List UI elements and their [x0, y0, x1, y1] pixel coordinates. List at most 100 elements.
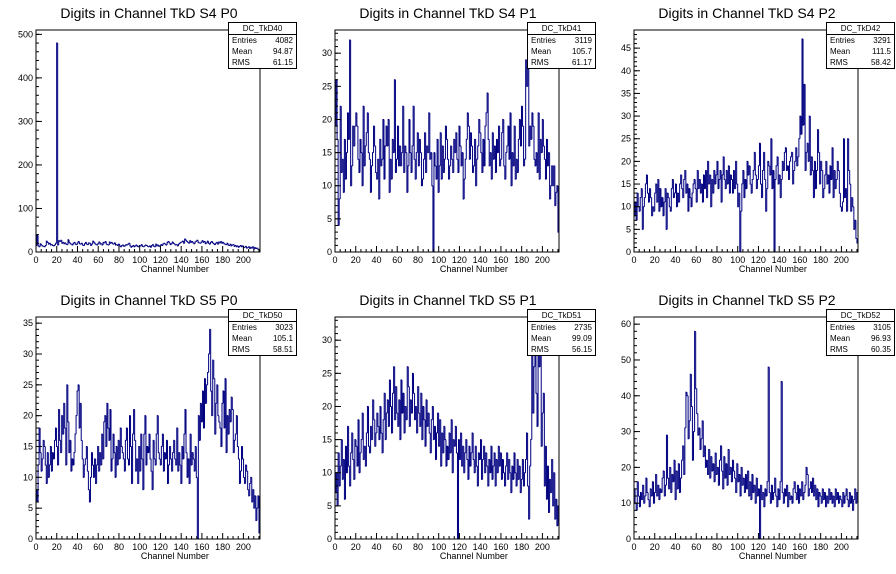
- histogram-bin: [174, 440, 176, 460]
- stats-value: 3291: [873, 36, 891, 45]
- histogram-bin: [195, 240, 198, 242]
- histogram-bin: [681, 174, 683, 190]
- histogram-bin: [654, 491, 656, 504]
- histogram-bin: [162, 243, 164, 246]
- histogram-bin: [231, 244, 234, 246]
- histogram-bin: [360, 139, 363, 154]
- histogram-bin: [179, 452, 181, 466]
- histogram-bin: [431, 405, 434, 420]
- x-tick-label: 100: [730, 255, 745, 265]
- histogram-bin: [225, 378, 228, 454]
- y-tick-label: 5: [626, 224, 631, 234]
- histogram-bin: [345, 152, 348, 180]
- histogram-bin: [463, 178, 466, 199]
- histogram-bin: [164, 243, 167, 245]
- histogram-bin: [350, 452, 352, 486]
- y-tick-label: 200: [18, 160, 33, 170]
- histogram-bin: [470, 132, 473, 147]
- stats-label: Entries: [830, 36, 855, 45]
- histogram-bin: [402, 392, 405, 414]
- histogram-bin: [661, 477, 664, 493]
- histogram-bin: [374, 126, 376, 147]
- stats-label: Mean: [531, 47, 552, 56]
- x-tick-label: 0: [631, 542, 636, 552]
- x-axis-label: Channel Number: [440, 264, 508, 274]
- histogram-bin: [76, 242, 79, 245]
- histogram-bin: [395, 158, 398, 173]
- histogram-bin: [382, 419, 385, 453]
- histogram-pad: Digits in Channel TkD S5 P1 0 20 40 60 80 100 1…: [299, 287, 597, 574]
- histogram-bin: [780, 179, 783, 198]
- histogram-bin: [819, 492, 822, 497]
- histogram-bin: [744, 474, 747, 493]
- x-tick-label: 180: [813, 255, 828, 265]
- histogram-bin: [644, 495, 646, 504]
- x-tick-label: 140: [772, 255, 787, 265]
- x-axis-label: Channel Number: [739, 264, 807, 274]
- histogram-bin: [688, 420, 691, 439]
- histogram-bin: [484, 125, 487, 166]
- stats-value: 61.15: [272, 58, 293, 67]
- histogram-bin: [254, 495, 256, 509]
- histogram-bin: [150, 458, 153, 472]
- histogram-bin: [680, 477, 682, 493]
- histogram-bin: [57, 43, 59, 246]
- stats-box: DC_TkD40 Entries 4082 Mean 94.87 RMS 61.15: [228, 22, 297, 69]
- x-tick-label: 140: [174, 255, 189, 265]
- chart-title: Digits in Channel TkD S5 P1: [359, 292, 537, 308]
- histogram-bin: [91, 243, 93, 246]
- histogram-bin: [231, 397, 234, 410]
- stats-value: 4082: [275, 36, 293, 45]
- histogram-bin: [636, 481, 639, 511]
- histogram-bin: [338, 198, 341, 226]
- stats-row-rms: RMS 61.17: [528, 57, 595, 68]
- histogram-bin: [422, 405, 424, 440]
- stats-value: 105.1: [272, 334, 293, 343]
- histogram-bin: [492, 465, 495, 480]
- histogram-bin: [503, 119, 505, 167]
- x-tick-label: 100: [431, 542, 446, 552]
- histogram-pad: Digits in Channel TkD S4 P0 0 20 40 60 80 100 1…: [0, 0, 298, 287]
- stats-value: 3105: [873, 323, 891, 332]
- histogram-bin: [375, 432, 377, 447]
- y-tick-label: 30: [621, 427, 631, 437]
- y-tick-label: 0: [626, 247, 631, 257]
- stats-value: 2735: [574, 323, 592, 332]
- histogram-bin: [162, 434, 165, 472]
- x-axis-label: Channel Number: [141, 264, 209, 274]
- histogram-bin: [87, 471, 90, 491]
- histogram-bin: [216, 384, 218, 404]
- histogram-bin: [505, 152, 507, 180]
- histogram-bin: [456, 132, 458, 160]
- histogram-bin: [395, 386, 397, 420]
- x-tick-label: 40: [670, 255, 680, 265]
- histogram-bin: [762, 169, 764, 198]
- histogram-bin: [39, 428, 42, 454]
- histogram-bin: [217, 384, 219, 417]
- stats-box: DC_TkD50 Entries 3023 Mean 105.1 RMS 58.51: [228, 309, 297, 356]
- histogram-bin: [136, 458, 138, 472]
- histogram-bin: [131, 245, 134, 248]
- histogram-bin: [409, 119, 412, 154]
- histogram-bin: [346, 446, 348, 474]
- histogram-bin: [94, 458, 96, 478]
- histogram-bin: [215, 242, 217, 245]
- histogram-bin: [420, 392, 422, 427]
- histogram-bin: [741, 183, 743, 212]
- histogram-bin: [74, 433, 77, 453]
- x-tick-label: 120: [452, 255, 467, 265]
- y-tick-label: 20: [23, 411, 33, 421]
- histogram-bin: [642, 206, 645, 230]
- histogram-bin: [443, 158, 446, 173]
- histogram-bin: [218, 415, 220, 423]
- x-tick-label: 140: [174, 542, 189, 552]
- histogram-bin: [54, 439, 56, 459]
- histogram-bin: [423, 406, 426, 421]
- histogram-bin: [81, 440, 84, 460]
- y-tick-label: 10: [322, 468, 332, 478]
- histogram-bin: [83, 464, 86, 478]
- y-tick-label: 0: [327, 534, 332, 544]
- histogram-bin: [136, 245, 139, 247]
- histogram-bin: [704, 445, 707, 468]
- histogram-bin: [464, 452, 466, 473]
